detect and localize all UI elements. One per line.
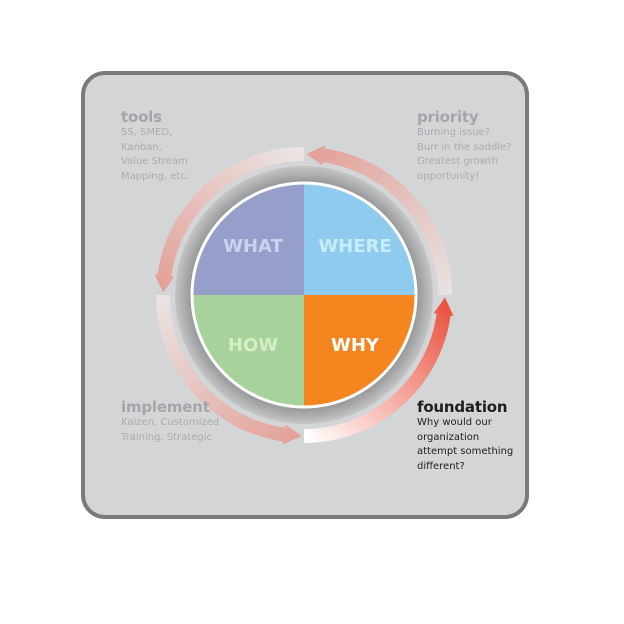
implement-block: implement Kaizen, Customized Training, S… bbox=[121, 398, 219, 445]
foundation-line: organization bbox=[417, 431, 480, 443]
implement-title: implement bbox=[121, 398, 210, 416]
priority-line: opportunity! bbox=[417, 170, 480, 182]
priority-block: priority Burning issue? Burr in the sadd… bbox=[417, 108, 512, 184]
foundation-line: different? bbox=[417, 460, 465, 472]
tools-line: Mapping, etc. bbox=[121, 170, 190, 182]
label-where: WHERE bbox=[318, 236, 391, 257]
foundation-title: foundation bbox=[417, 398, 508, 416]
priority-line: Burning issue? bbox=[417, 127, 491, 138]
arrow-arc-priority bbox=[306, 145, 452, 295]
tools-line: 5S, SMED, bbox=[121, 127, 173, 138]
label-how: HOW bbox=[228, 335, 278, 356]
priority-line: Greatest growth bbox=[417, 156, 499, 167]
tools-line: Kanban, bbox=[121, 141, 162, 153]
label-what: WHAT bbox=[223, 236, 283, 257]
foundation-line: Why would our bbox=[417, 417, 492, 428]
tools-title: tools bbox=[121, 108, 162, 126]
tools-line: Value Stream bbox=[121, 156, 188, 167]
implement-line: Kaizen, Customized bbox=[121, 417, 220, 428]
label-why: WHY bbox=[331, 335, 380, 356]
foundation-block: foundation Why would our organization at… bbox=[417, 398, 513, 474]
implement-line: Training, Strategic bbox=[121, 431, 213, 443]
arrow-arc-tools bbox=[154, 147, 304, 293]
priority-line: Burr in the saddle? bbox=[417, 141, 512, 153]
tools-block: tools 5S, SMED, Kanban, Value Stream Map… bbox=[121, 108, 189, 184]
arrow-arc-implement bbox=[156, 295, 302, 445]
inner-circle-border bbox=[190, 181, 418, 409]
foundation-line: attempt something bbox=[417, 446, 514, 457]
priority-title: priority bbox=[417, 108, 479, 126]
arrow-arc-foundation bbox=[304, 297, 454, 443]
